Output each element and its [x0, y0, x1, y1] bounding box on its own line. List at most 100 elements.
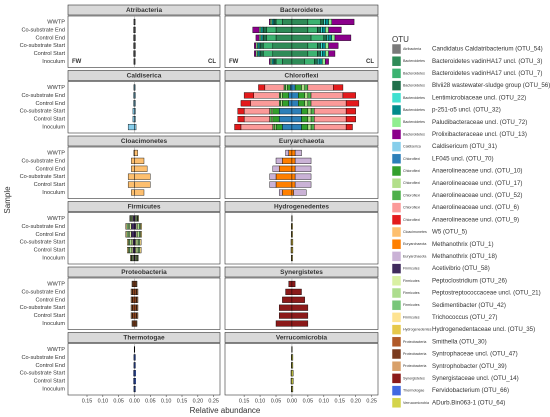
legend-swatch: [391, 55, 402, 67]
y-tick-label: Co-substrate Start: [20, 174, 66, 180]
bar-segment: [269, 18, 271, 26]
bar-segment: [291, 247, 294, 254]
bar-segment: [240, 100, 251, 107]
facet-strip: [224, 332, 379, 343]
bar-segment: [136, 247, 139, 254]
bar-segment: [271, 18, 274, 26]
bar-segment: [271, 108, 274, 115]
bar-segment: [134, 231, 137, 238]
bar-segment: [250, 100, 280, 107]
panel: [67, 212, 221, 265]
facet-title: Hydrogenedentes: [274, 204, 329, 211]
bar-segment: [136, 296, 139, 303]
bar-segment: [134, 378, 136, 385]
bar-segment: [137, 231, 140, 238]
x-tick-label: 0.20: [193, 398, 204, 404]
facet-strip: [67, 135, 221, 147]
bar-segment: [307, 116, 312, 123]
bar-segment: [132, 215, 135, 222]
facet-strip: [67, 266, 221, 278]
bar-segment: [291, 223, 293, 230]
bar-segment: [275, 58, 283, 65]
bar-segment: [253, 92, 280, 99]
bar-segment: [255, 34, 260, 41]
x-tick-label: 0.10: [98, 398, 109, 404]
bar-segment: [314, 116, 347, 123]
bar-segment: [291, 108, 302, 115]
facet-title: Atribacteria: [126, 7, 163, 14]
bar-segment: [140, 223, 142, 230]
legend-label: Anaerolineaceae uncl. (OTU_9): [432, 216, 519, 223]
y-tick-label: Control Start: [34, 182, 66, 188]
bar-segment: [125, 231, 128, 238]
legend-phylum: Verrucomicrobia: [403, 401, 429, 405]
bar-segment: [274, 18, 277, 26]
legend-phylum: Caldiserica: [403, 145, 421, 149]
bar-segment: [135, 223, 138, 230]
legend-phylum: Bacteroidetes: [403, 96, 425, 100]
bar-segment: [136, 320, 138, 327]
bar-segment: [134, 123, 137, 131]
bar-segment: [134, 116, 136, 123]
bar-segment: [291, 354, 294, 361]
legend-swatch: [391, 177, 402, 189]
legend-swatch: [391, 80, 402, 91]
legend-phylum: Chloroflexi: [403, 157, 420, 161]
x-axis-label: Relative abundance: [190, 406, 261, 415]
bar-segment: [291, 149, 296, 157]
bar-segment: [127, 239, 129, 246]
bar-segment: [274, 58, 277, 65]
y-tick-label: WWTP: [47, 347, 65, 353]
bar-segment: [325, 26, 329, 33]
facet-title: Bacteroidetes: [280, 7, 323, 14]
y-tick-label: Control Start: [34, 51, 66, 57]
panel: [67, 15, 221, 68]
bar-segment: [325, 42, 329, 49]
y-tick-label: Inoculum: [42, 59, 65, 65]
bar-segment: [317, 58, 320, 65]
legend-phylum: Chloroflexi: [403, 169, 420, 173]
bar-segment: [291, 34, 312, 41]
bar-segment: [275, 320, 293, 327]
legend-swatch: [391, 43, 402, 55]
legend-phylum: Firmicutes: [403, 303, 420, 307]
legend-label: Peptostreptococcaceae uncl. (OTU_21): [432, 290, 541, 297]
bar-segment: [131, 157, 135, 164]
bar-segment: [294, 181, 312, 188]
bar-segment: [294, 84, 302, 91]
bar-segment: [243, 108, 270, 115]
legend-swatch: [391, 336, 402, 348]
bar-segment: [310, 100, 347, 107]
bar-segment: [271, 58, 274, 65]
bar-segment: [282, 92, 289, 99]
bar-segment: [282, 123, 293, 131]
facet-strip: [67, 332, 221, 343]
facet-strip: [224, 4, 379, 16]
bar-segment: [275, 181, 293, 188]
bar-segment: [291, 165, 296, 172]
legend-swatch: [391, 153, 402, 165]
bar-segment: [317, 42, 321, 49]
bar-segment: [269, 108, 272, 115]
x-tick-label: 0.25: [366, 398, 377, 404]
bar-segment: [263, 34, 267, 41]
bar-segment: [325, 58, 329, 65]
bar-segment: [328, 26, 342, 33]
facet-title: Synergistetes: [280, 269, 323, 276]
bar-segment: [291, 92, 299, 99]
y-tick-label: WWTP: [47, 216, 65, 222]
bar-segment: [134, 189, 145, 196]
bar-segment: [132, 247, 135, 254]
bar-segment: [131, 189, 135, 196]
bar-segment: [317, 26, 321, 33]
bar-segment: [290, 84, 293, 91]
bar-segment: [323, 34, 328, 41]
legend-label: Caldisericum (OTU_31): [432, 143, 497, 150]
bar-segment: [291, 26, 309, 33]
bar-segment: [301, 108, 309, 115]
panel: [224, 212, 379, 265]
legend-swatch: [391, 104, 402, 116]
legend-label: Syntrophobacter (OTU_39): [432, 363, 507, 370]
legend-label: Hydrogenedentaceae uncl. (OTU_35): [432, 326, 535, 333]
bar-segment: [240, 123, 274, 131]
